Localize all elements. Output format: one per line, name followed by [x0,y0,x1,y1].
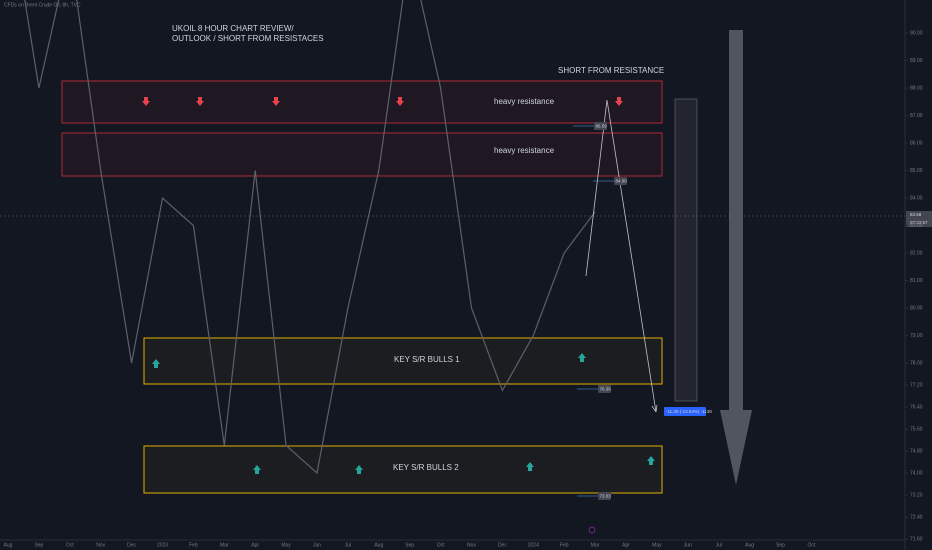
x-tick-label: Mar [591,542,600,548]
y-tick-label: 73.20 [910,492,923,498]
countdown: 07:33:57 [910,220,928,225]
projection-head [651,404,658,413]
price-line [24,0,596,475]
y-tick-label: 71.60 [910,536,923,542]
y-tick-label: 74.80 [910,448,923,454]
y-tick-label: 82.00 [910,250,923,256]
x-tick-label: Oct [437,542,445,548]
measure-box [674,98,698,402]
x-tick-label: Jun [684,542,692,548]
x-tick-label: Feb [189,542,198,548]
plot [24,0,596,475]
x-tick-label: Aug [374,542,383,548]
x-tick-label: Apr [622,542,630,548]
up-arrows [152,353,655,474]
y-tick-label: 88.00 [910,85,923,91]
chart-subtitle: OUTLOOK / SHORT FROM RESISTACES [172,34,324,43]
y-tick-label: 85.00 [910,168,923,174]
x-tick-label: 2023 [157,542,168,548]
y-tick-label: 89.00 [910,58,923,64]
measure-label: -11.30 (-13.54%) -1130 [666,409,712,414]
x-tick-label: May [281,542,291,548]
chart-title: UKOIL 8 HOUR CHART REVIEW/ [172,24,294,33]
x-tick-label: Sep [776,542,785,548]
y-tick-label: 81.00 [910,278,923,284]
y-tick-label: 72.40 [910,514,923,520]
annotation: KEY S/R BULLS 1 [394,355,460,364]
y-tick-label: 77.20 [910,382,923,388]
annotation: KEY S/R BULLS 2 [393,463,459,472]
annotation: heavy resistance [494,97,555,106]
x-tick-label: Jun [313,542,321,548]
projection-path [585,99,657,413]
x-tick-label: Sep [34,542,43,548]
y-tick-label: 83.00 [910,223,923,229]
y-tick-label: 75.60 [910,426,923,432]
tags [573,122,932,500]
y-tick-label: 90.00 [910,30,923,36]
price-tag: 86.59 [596,124,608,129]
price-tag: 84.00 [616,179,628,184]
symbol: CFDs on Brent Crude Oil, 8h, TVC [4,2,81,8]
price-tag: 76.36 [600,387,612,392]
price-tag: 73.03 [600,494,612,499]
y-tick-label: 86.00 [910,140,923,146]
x-tick-label: May [652,542,662,548]
y-tick-label: 74.00 [910,470,923,476]
x-tick-label: Oct [808,542,816,548]
x-tick-label: Jul [715,542,721,548]
y-tick-label: 87.00 [910,113,923,119]
down-arrows [142,97,623,106]
x-tick-label: Aug [745,542,754,548]
resistance-zone [61,132,663,177]
x-tick-label: Nov [96,542,105,548]
annotation: heavy resistance [494,146,555,155]
support-zone [143,337,663,385]
x-tick-label: Jul [345,542,351,548]
y-tick-label: 84.00 [910,195,923,201]
y-tick-label: 79.00 [910,333,923,339]
big-down-arrow [720,30,752,485]
resistance-zone [61,80,663,124]
x-tick-label: Nov [467,542,476,548]
annotation: SHORT FROM RESISTANCE [558,66,664,75]
x-tick-label: 2024 [528,542,539,548]
x-tick-label: Dec [498,542,507,548]
x-tick-label: Aug [4,542,13,548]
x-tick-label: Dec [127,542,136,548]
x-tick-label: Mar [220,542,229,548]
support-zone [143,445,663,494]
x-tick-label: Feb [560,542,569,548]
y-tick-label: 80.00 [910,305,923,311]
x-tick-label: Sep [405,542,414,548]
y-tick-label: 78.00 [910,360,923,366]
event-marker [588,526,596,534]
last-price: 83.68 [910,212,922,217]
x-tick-label: Oct [66,542,74,548]
y-tick-label: 76.40 [910,404,923,410]
x-tick-label: Apr [251,542,259,548]
